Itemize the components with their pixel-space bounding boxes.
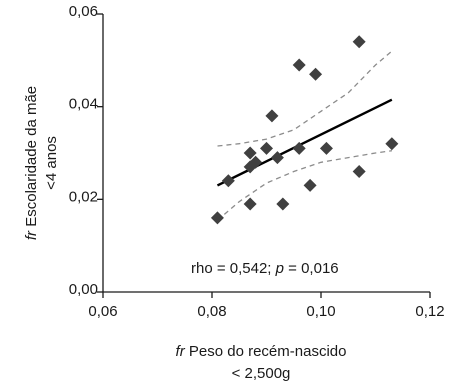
data-point	[352, 165, 366, 179]
data-point	[319, 141, 333, 155]
x-axis-label-line2: < 2,500g	[232, 365, 291, 382]
y-axis-label-prefix: fr	[23, 230, 40, 240]
regression-line	[216, 98, 393, 187]
x-tick-label: 0,08	[197, 303, 226, 320]
annotation-suffix: = 0,016	[284, 260, 339, 277]
regression-line-group	[216, 98, 393, 187]
x-axis-label-text: Peso do recém-nascido	[189, 343, 347, 360]
x-axis-label-line1: fr Peso do recém-nascido	[176, 343, 347, 360]
data-point	[276, 197, 290, 211]
data-point	[309, 67, 323, 81]
data-point	[303, 178, 317, 192]
y-axis-label-text: Escolaridade da mãe	[23, 86, 40, 227]
y-tick-label: 0,06	[69, 3, 98, 20]
data-point	[243, 146, 257, 160]
data-point	[270, 151, 284, 165]
data-point	[260, 141, 273, 155]
x-tick-label: 0,06	[88, 303, 117, 320]
y-axis-label-line1: fr Escolaridade da mãe	[23, 86, 40, 240]
data-point	[210, 211, 224, 225]
data-point	[221, 174, 235, 188]
annotation-p: p	[275, 260, 284, 277]
data-points	[210, 35, 399, 225]
data-point	[249, 155, 263, 169]
annotation: rho = 0,542; p = 0,016	[191, 260, 339, 277]
x-tick-label: 0,10	[306, 303, 335, 320]
data-point	[243, 197, 257, 211]
data-point	[292, 141, 306, 155]
annotation-prefix: rho = 0,542;	[191, 260, 276, 277]
data-point	[265, 109, 279, 123]
x-axis-label-prefix: fr	[176, 343, 186, 360]
x-tick-label: 0,12	[415, 303, 444, 320]
data-point	[352, 35, 366, 49]
y-tick-label: 0,00	[69, 281, 98, 298]
y-tick-label: 0,04	[69, 96, 98, 113]
y-axis-label-line2: <4 anos	[43, 136, 60, 190]
confidence-band	[217, 50, 393, 221]
tick-labels: 0,06 0,08 0,10 0,12 0,00 0,02 0,04 0,06	[69, 3, 445, 320]
axes	[97, 13, 431, 298]
y-tick-label: 0,02	[69, 188, 98, 205]
ci-upper-line	[217, 50, 393, 147]
data-point	[292, 58, 306, 72]
data-point	[385, 137, 399, 151]
